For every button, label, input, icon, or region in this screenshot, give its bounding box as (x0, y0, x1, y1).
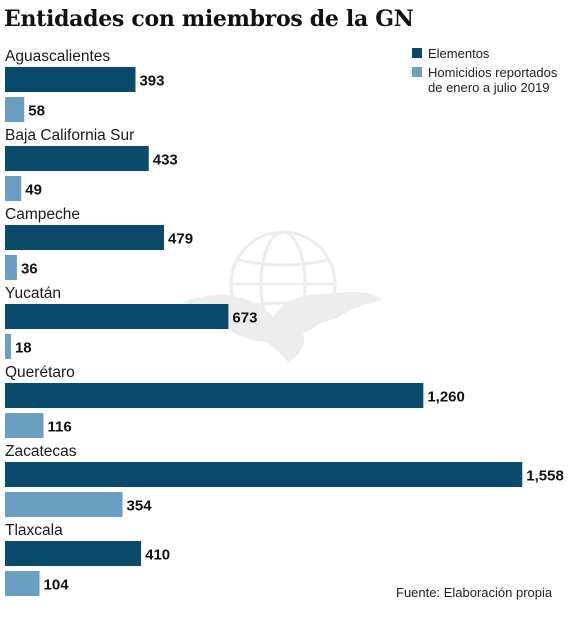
value-label-baja-california-sur-elementos: 433 (153, 152, 178, 169)
value-label-aguascalientes-elementos: 393 (139, 73, 164, 90)
legend-item-elementos: Elementos (412, 46, 570, 61)
category-label-tlaxcala: Tlaxcala (5, 522, 63, 539)
source-note: Fuente: Elaboración propia (396, 585, 553, 600)
legend-label-elementos: Elementos (428, 46, 490, 61)
value-label-campeche-homicidios: 36 (21, 261, 38, 278)
eagle-globe-logo-icon (183, 230, 383, 362)
bar-zacatecas-elementos (5, 462, 523, 487)
value-label-zacatecas-elementos: 1,558 (526, 468, 564, 485)
bar-yucatan-elementos (5, 304, 229, 329)
bar-baja-california-sur-elementos (5, 146, 149, 171)
value-label-yucatan-homicidios: 18 (15, 340, 32, 357)
bar-campeche-homicidios (5, 255, 17, 280)
bar-tlaxcala-elementos (5, 541, 142, 566)
legend-label-homicidios: Homicidios reportados de enero a julio 2… (428, 65, 558, 95)
category-label-aguascalientes: Aguascalientes (5, 48, 110, 65)
bar-zacatecas-homicidios (5, 492, 123, 517)
value-label-campeche-elementos: 479 (168, 231, 193, 248)
bar-baja-california-sur-homicidios (5, 176, 22, 201)
legend-swatch-homicidios (412, 67, 422, 77)
bar-aguascalientes-homicidios (5, 97, 25, 122)
category-label-queretaro: Querétaro (5, 364, 75, 381)
value-label-baja-california-sur-homicidios: 49 (25, 182, 42, 199)
value-label-queretaro-homicidios: 116 (48, 419, 72, 436)
value-label-yucatan-elementos: 673 (232, 310, 257, 327)
bar-campeche-elementos (5, 225, 165, 250)
category-label-campeche: Campeche (5, 206, 80, 223)
value-label-tlaxcala-homicidios: 104 (44, 577, 70, 594)
value-label-aguascalientes-homicidios: 58 (28, 103, 45, 120)
legend: Elementos Homicidios reportados de enero… (412, 46, 570, 99)
value-label-zacatecas-homicidios: 354 (127, 498, 153, 515)
bar-aguascalientes-elementos (5, 67, 136, 92)
category-label-baja-california-sur: Baja California Sur (5, 127, 134, 144)
category-label-zacatecas: Zacatecas (5, 443, 77, 460)
value-label-tlaxcala-elementos: 410 (145, 547, 170, 564)
chart-title: Entidades con miembros de la GN (4, 6, 414, 32)
bar-queretaro-homicidios (5, 413, 44, 438)
legend-item-homicidios: Homicidios reportados de enero a julio 2… (412, 65, 570, 95)
category-label-yucatan: Yucatán (5, 285, 61, 302)
bar-queretaro-elementos (5, 383, 424, 408)
bar-yucatan-homicidios (5, 334, 11, 359)
value-label-queretaro-elementos: 1,260 (427, 389, 465, 406)
bar-tlaxcala-homicidios (5, 571, 40, 596)
legend-swatch-elementos (412, 48, 422, 58)
